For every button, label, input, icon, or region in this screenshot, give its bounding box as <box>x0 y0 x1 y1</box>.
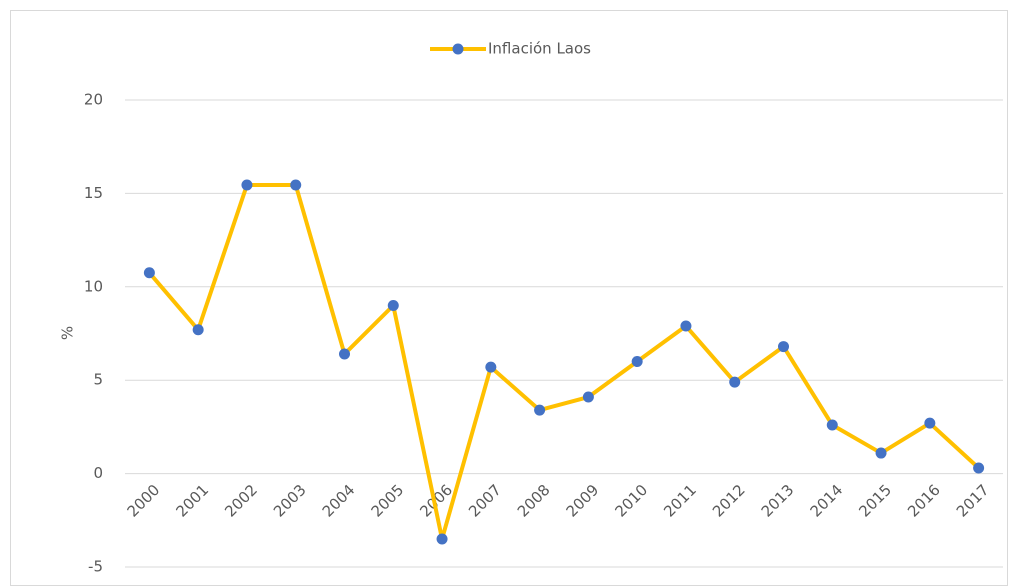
y-tick-label: 0 <box>93 464 103 482</box>
legend-label: Inflación Laos <box>488 40 591 58</box>
data-point <box>875 447 887 459</box>
data-point <box>973 462 985 474</box>
y-tick-label: 20 <box>84 91 103 109</box>
data-point <box>778 341 789 353</box>
y-tick-label: 5 <box>93 371 103 389</box>
data-point <box>387 299 399 311</box>
data-point <box>680 320 692 332</box>
data-point <box>290 179 302 191</box>
y-tick-label: 10 <box>84 277 103 295</box>
y-axis-label: % <box>59 326 77 340</box>
data-point <box>436 533 448 545</box>
data-point <box>241 179 253 191</box>
data-point <box>582 391 594 403</box>
data-point <box>729 376 741 388</box>
data-point <box>826 419 838 431</box>
data-point <box>485 361 497 373</box>
data-point <box>192 324 204 336</box>
series-line <box>147 182 980 541</box>
legend-marker <box>452 43 464 55</box>
data-point <box>924 417 936 429</box>
chart-border <box>10 10 1008 586</box>
data-point <box>143 267 155 279</box>
y-tick-label: 15 <box>84 184 103 202</box>
y-tick-label: -5 <box>88 558 103 576</box>
data-point <box>534 404 546 416</box>
data-point <box>339 348 350 360</box>
data-point <box>631 356 643 368</box>
